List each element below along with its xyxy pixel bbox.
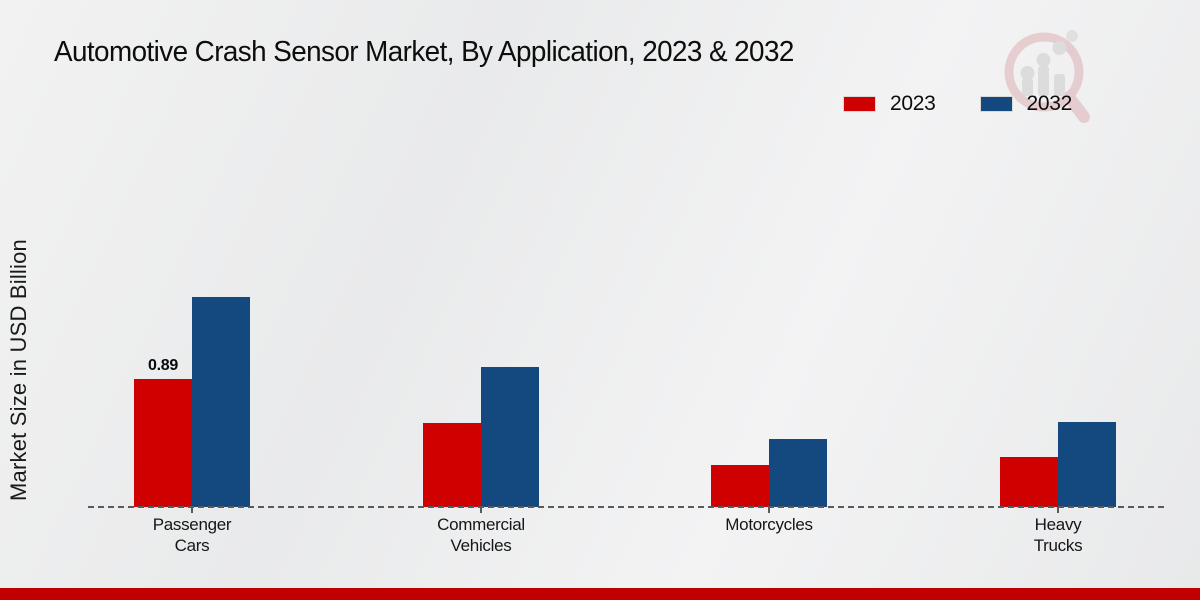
x-axis-tick-passenger-cars bbox=[191, 507, 193, 513]
category-label-heavy-trucks: Heavy Trucks bbox=[1033, 515, 1083, 555]
bar-2023-passenger-cars bbox=[134, 379, 192, 507]
bar-2032-heavy-trucks bbox=[1058, 422, 1116, 507]
footer-accent-band bbox=[0, 588, 1200, 600]
bar-2032-motorcycles bbox=[769, 439, 827, 507]
x-axis-tick-heavy-trucks bbox=[1057, 507, 1059, 513]
category-label-commercial-vehicles: Commercial Vehicles bbox=[437, 515, 525, 555]
bar-2023-heavy-trucks bbox=[1000, 457, 1058, 507]
bar-value-label: 0.89 bbox=[148, 357, 178, 374]
bar-2023-motorcycles bbox=[711, 465, 769, 507]
x-axis-tick-commercial-vehicles bbox=[480, 507, 482, 513]
legend-swatch-2023 bbox=[843, 96, 876, 112]
x-axis-baseline bbox=[88, 506, 1164, 508]
bar-2032-passenger-cars bbox=[192, 297, 250, 507]
legend-item-2023: 2023 bbox=[843, 92, 936, 116]
legend: 2023 2032 bbox=[843, 92, 1072, 116]
bar-2032-commercial-vehicles bbox=[481, 367, 539, 507]
legend-label-2023: 2023 bbox=[890, 92, 936, 115]
category-label-motorcycles: Motorcycles bbox=[725, 515, 813, 534]
bar-2023-commercial-vehicles bbox=[423, 423, 481, 507]
legend-item-2032: 2032 bbox=[979, 92, 1073, 116]
legend-label-2032: 2032 bbox=[1026, 92, 1073, 115]
chart-title: Automotive Crash Sensor Market, By Appli… bbox=[54, 36, 794, 68]
x-axis-tick-motorcycles bbox=[768, 507, 770, 513]
legend-swatch-2032 bbox=[979, 96, 1013, 112]
category-label-passenger-cars: Passenger Cars bbox=[152, 515, 232, 555]
